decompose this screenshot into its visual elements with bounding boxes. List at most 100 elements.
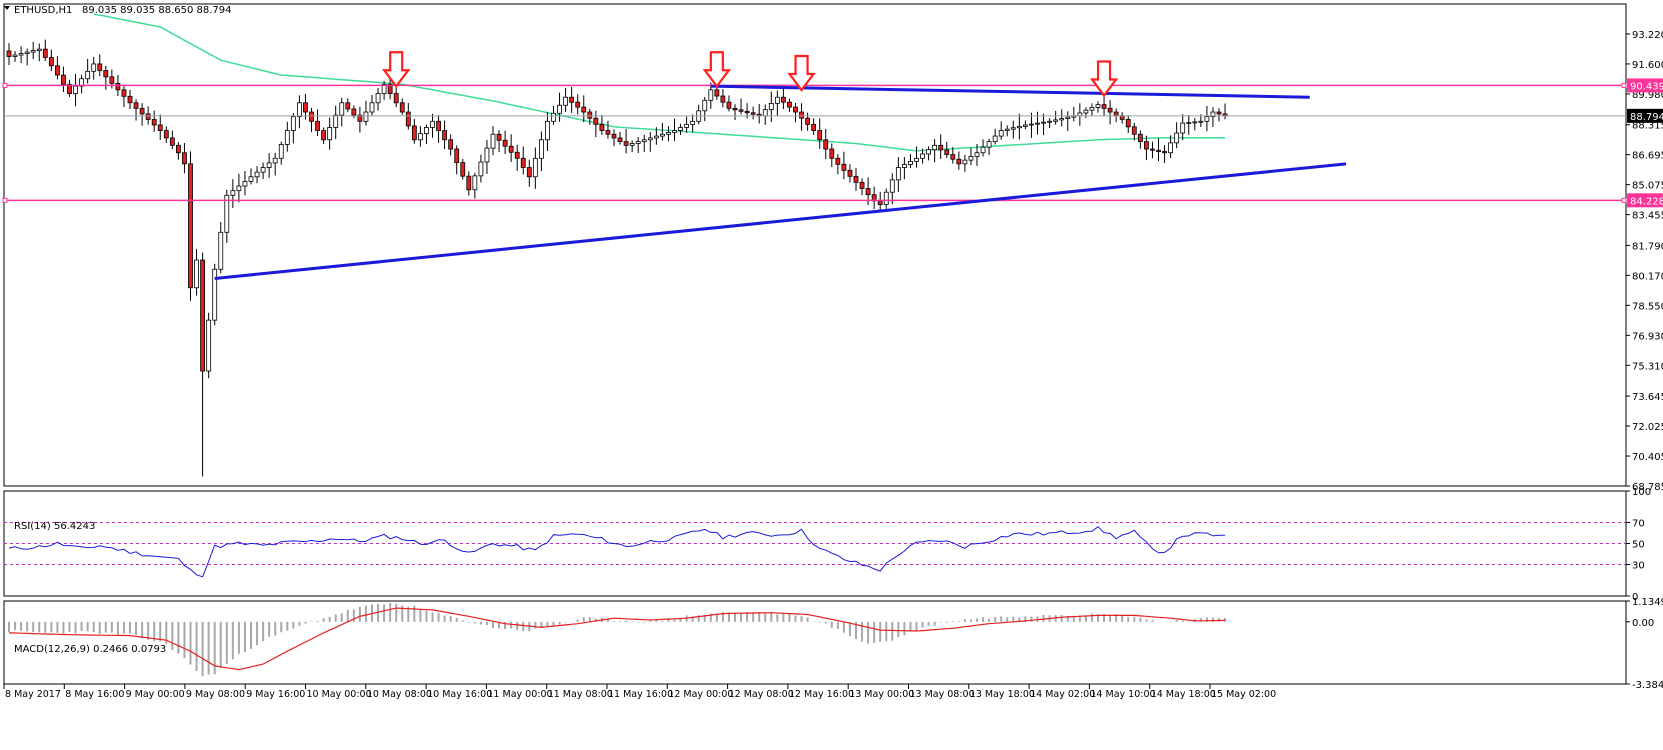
candle: [841, 151, 847, 180]
candle-body: [986, 141, 992, 148]
candle: [1204, 105, 1210, 132]
candle-body: [1144, 141, 1149, 150]
candle: [363, 100, 369, 126]
candle: [6, 43, 12, 66]
macd-signal-line: [8, 607, 1226, 671]
candle: [296, 95, 302, 129]
candle-body: [672, 130, 677, 133]
x-tick-label: 10 May 16:00: [427, 689, 492, 700]
x-tick-label: 8 May 16:00: [65, 689, 124, 700]
candle: [36, 43, 42, 62]
candle-body: [448, 139, 454, 150]
candle: [1150, 141, 1155, 159]
candle: [139, 103, 145, 126]
candle: [1023, 120, 1028, 130]
candle-body: [617, 137, 623, 143]
candle-body: [151, 119, 157, 126]
candle: [1010, 120, 1016, 139]
candle-body: [1016, 125, 1022, 129]
candle-body: [315, 120, 320, 131]
candle-body: [526, 167, 532, 178]
rsi-y-tick-label: 30: [1632, 561, 1645, 572]
candle-body: [532, 157, 538, 178]
candle: [902, 157, 907, 180]
candle: [774, 90, 780, 116]
candle-body: [442, 130, 448, 141]
x-tick-label: 14 May 10:00: [1090, 689, 1155, 700]
candle: [883, 188, 889, 209]
candle-body: [417, 133, 423, 141]
candle: [557, 92, 562, 122]
candle: [369, 94, 375, 116]
candle: [182, 143, 187, 174]
candle: [974, 143, 980, 166]
candle-body: [405, 111, 411, 127]
level-1-badge-label: 84.228: [1630, 196, 1663, 207]
level-handle-left: [2, 197, 8, 203]
x-tick-label: 11 May 08:00: [548, 689, 613, 700]
candle-body: [436, 120, 441, 131]
candle: [750, 106, 756, 120]
chevron-down-icon[interactable]: [4, 6, 10, 10]
candle-body: [254, 171, 260, 178]
candle-body: [381, 83, 387, 94]
price-y-tick-label: 68.785: [1632, 482, 1663, 493]
candle: [1192, 118, 1198, 131]
candle: [399, 98, 405, 115]
candle-body: [581, 106, 587, 113]
candle: [266, 153, 272, 178]
candle: [61, 66, 66, 93]
candle: [666, 126, 671, 142]
candle-body: [224, 194, 230, 233]
candle: [1174, 122, 1180, 149]
candle-body: [508, 145, 514, 153]
candle-body: [1101, 104, 1107, 109]
macd-panel-frame: [3, 600, 1627, 685]
candle-body: [974, 152, 980, 157]
x-tick-label: 10 May 08:00: [367, 689, 432, 700]
candle: [853, 167, 859, 191]
candle-body: [611, 133, 617, 139]
candle: [442, 120, 448, 150]
candle: [484, 139, 490, 174]
candle: [920, 148, 925, 164]
x-tick-label: 14 May 02:00: [1030, 689, 1095, 700]
x-tick-label: 13 May 08:00: [910, 689, 975, 700]
candle: [1131, 122, 1137, 141]
candle-body: [877, 200, 883, 205]
candle: [793, 102, 798, 123]
candle: [1053, 110, 1059, 125]
candle-body: [266, 162, 272, 168]
candle-body: [230, 190, 236, 196]
candle: [563, 87, 568, 113]
candle-body: [1162, 151, 1167, 154]
candle: [91, 56, 97, 80]
candle-body: [902, 164, 907, 168]
candle: [1059, 109, 1065, 127]
price-y-tick-label: 91.600: [1632, 60, 1663, 71]
candle-body: [490, 133, 496, 149]
candle-body: [587, 111, 593, 119]
x-tick-label: 10 May 00:00: [307, 689, 372, 700]
candle: [926, 146, 931, 161]
candle-body: [169, 137, 175, 146]
candle: [575, 94, 581, 115]
candle-body: [339, 102, 345, 116]
candle: [629, 140, 635, 153]
candle: [1144, 135, 1149, 161]
candle-body: [714, 89, 720, 97]
candle-body: [666, 131, 671, 135]
candle: [1095, 101, 1101, 113]
macd-y-tick-label: 0.00: [1632, 618, 1654, 629]
candle-body: [303, 102, 308, 113]
candle-body: [375, 93, 381, 104]
candle: [1029, 112, 1034, 138]
candle-body: [895, 167, 901, 181]
candle-body: [690, 120, 696, 125]
candle: [732, 104, 738, 121]
candle: [956, 151, 962, 170]
candle-body: [6, 50, 12, 57]
candle-body: [1174, 132, 1180, 144]
candle-body: [502, 139, 508, 147]
candle-body: [835, 157, 841, 165]
